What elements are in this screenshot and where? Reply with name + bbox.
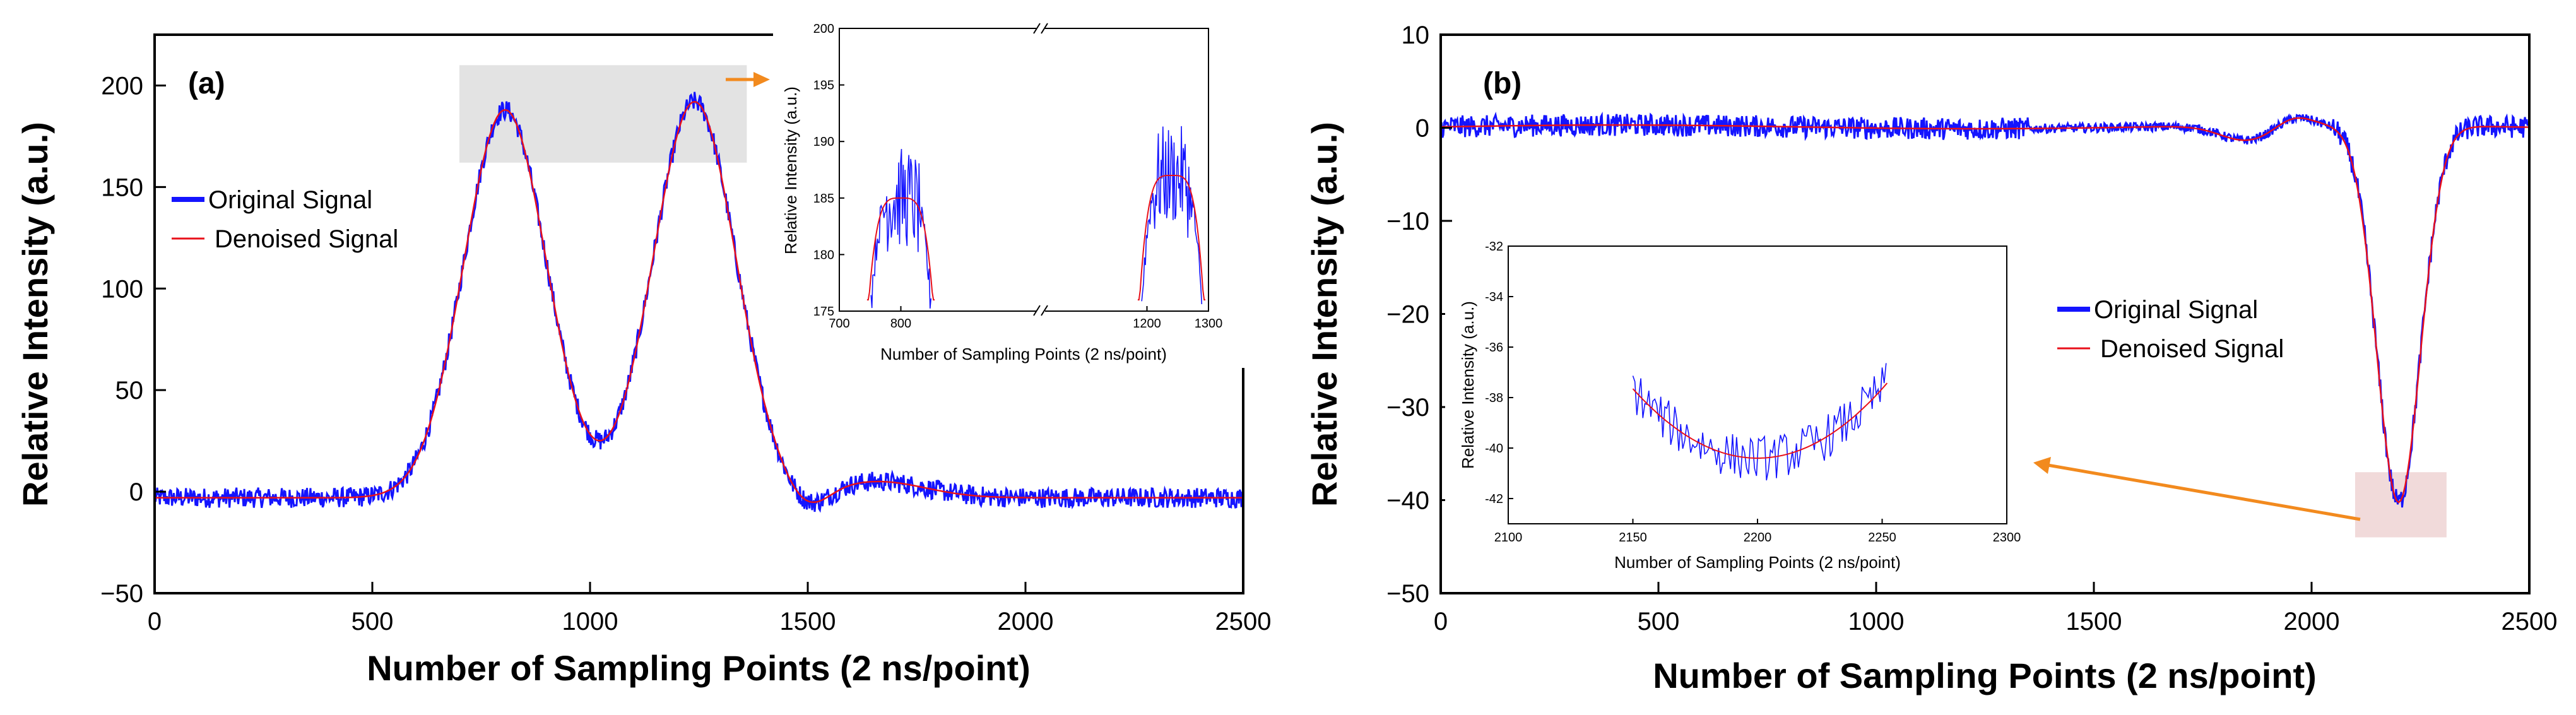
inset-denoised-peak-1 — [866, 197, 935, 301]
inset-denoised-trough — [1632, 382, 1888, 459]
panel-b-inset-ylabel: Relative Intensity (a.u.) — [1458, 301, 1477, 469]
y-tick-label: 0 — [1415, 115, 1429, 143]
x-tick-label: 2500 — [1215, 608, 1272, 635]
panel-a-xlabel: Number of Sampling Points (2 ns/point) — [367, 648, 1031, 688]
panel-b-legend: Original Signal Denoised Signal — [2057, 296, 2284, 363]
panel-a-inset: 700 800 1200 1300 175 180 185 190 195 200 Number … — [773, 22, 1246, 368]
x-tick-label: 2150 — [1619, 531, 1647, 545]
panel-b-xlabel: Number of Sampling Points (2 ns/point) — [1653, 656, 2317, 695]
y-tick-label: -36 — [1485, 341, 1503, 355]
y-tick-label: 200 — [813, 22, 834, 36]
panel-a-label: (a) — [188, 67, 225, 100]
panel-b-ylabel: Relative Intensity (a.u.) — [1304, 122, 1344, 507]
x-tick-label: 1200 — [1133, 317, 1161, 331]
legend-label-denoised-b: Denoised Signal — [2100, 335, 2284, 363]
legend-label-original: Original Signal — [208, 186, 372, 214]
y-tick-label: 190 — [813, 135, 834, 149]
x-tick-label: 2500 — [2502, 608, 2558, 635]
panel-b: 0 500 1000 1500 2000 2500 −50 −40 −30 −20 −10 0 10 N… — [1304, 21, 2557, 695]
inset-original-trough — [1632, 363, 1887, 481]
panel-a-inset-ticks: 700 800 1200 1300 175 180 185 190 195 200 — [813, 22, 1223, 331]
x-tick-label: 500 — [352, 608, 394, 635]
y-tick-label: −40 — [1386, 487, 1429, 515]
x-tick-label: 800 — [890, 317, 911, 331]
series-original-signal — [153, 92, 1244, 513]
y-tick-label: -32 — [1485, 240, 1503, 254]
y-tick-label: 175 — [813, 305, 834, 319]
y-tick-label: 200 — [101, 72, 143, 100]
panel-b-curves — [1439, 111, 2531, 508]
x-tick-label: 1000 — [562, 608, 618, 635]
panel-a-inset-axis-break — [1033, 23, 1048, 317]
y-tick-label: −30 — [1386, 394, 1429, 422]
y-tick-label: −10 — [1386, 208, 1429, 235]
panel-b-ticks: 0 500 1000 1500 2000 2500 −50 −40 −30 −20 −10 0 10 — [1386, 21, 2557, 635]
panel-b-highlight — [2355, 472, 2447, 538]
x-tick-label: 700 — [829, 317, 849, 331]
x-tick-label: 2250 — [1868, 531, 1896, 545]
x-tick-label: 1000 — [1848, 608, 1905, 635]
x-tick-label: 2300 — [1993, 531, 2021, 545]
y-tick-label: −20 — [1386, 301, 1429, 329]
y-tick-label: -42 — [1485, 492, 1503, 506]
y-tick-label: −50 — [1386, 580, 1429, 608]
inset-original-peak-1 — [870, 149, 932, 309]
inset-denoised-peak-2 — [1137, 175, 1206, 301]
y-tick-label: 0 — [129, 478, 143, 506]
panel-a-ylabel: Relative Intensity (a.u.) — [15, 122, 55, 507]
panel-b-inset-curves — [1632, 363, 1888, 481]
y-tick-label: 50 — [115, 377, 144, 405]
inset-original-peak-2 — [1141, 126, 1203, 305]
y-tick-label: 100 — [101, 275, 143, 303]
y-tick-label: -38 — [1485, 391, 1503, 405]
x-tick-label: 500 — [1638, 608, 1680, 635]
panel-a-inset-ylabel: Relative Intensity (a.u.) — [781, 86, 800, 254]
x-tick-label: 2000 — [2284, 608, 2340, 635]
panel-a-inset-xlabel: Number of Sampling Points (2 ns/point) — [880, 345, 1167, 363]
panel-a-curves — [153, 92, 1244, 513]
legend-label-original-b: Original Signal — [2094, 296, 2258, 324]
y-tick-label: −50 — [100, 580, 143, 608]
panel-a-inset-curves — [866, 126, 1206, 309]
panel-a-legend: Original Signal Denoised Signal — [172, 186, 398, 253]
y-tick-label: 150 — [101, 174, 143, 201]
y-tick-label: 10 — [1402, 21, 1430, 49]
x-tick-label: 2000 — [998, 608, 1054, 635]
x-tick-label: 1500 — [780, 608, 836, 635]
y-tick-label: -40 — [1485, 442, 1503, 456]
panel-b-inset-xlabel: Number of Sampling Points (2 ns/point) — [1614, 553, 1901, 572]
series-denoised-signal-b — [1441, 117, 2530, 504]
panel-a-inset-frame — [839, 28, 1209, 312]
legend-label-denoised: Denoised Signal — [215, 225, 398, 253]
panel-b-label: (b) — [1483, 67, 1521, 100]
panel-b-inset-ticks: 2100 2150 2200 2250 2300 -42 -40 -38 -36 -34 -32 — [1485, 240, 2021, 545]
series-denoised-signal — [155, 100, 1243, 504]
panel-b-arrow — [2033, 457, 2361, 521]
x-tick-label: 0 — [1434, 608, 1448, 635]
y-tick-label: 185 — [813, 192, 834, 206]
y-tick-label: 195 — [813, 79, 834, 93]
x-tick-label: 1300 — [1195, 317, 1223, 331]
x-tick-label: 1500 — [2066, 608, 2122, 635]
y-tick-label: -34 — [1485, 290, 1503, 304]
x-tick-label: 2200 — [1744, 531, 1772, 545]
y-tick-label: 180 — [813, 248, 834, 262]
x-tick-label: 2100 — [1494, 531, 1523, 545]
panel-a-arrow — [726, 72, 770, 87]
panel-b-inset: 2100 2150 2200 2250 2300 -42 -40 -38 -36 -34 -32 N… — [1445, 240, 2026, 581]
x-tick-label: 0 — [148, 608, 162, 635]
